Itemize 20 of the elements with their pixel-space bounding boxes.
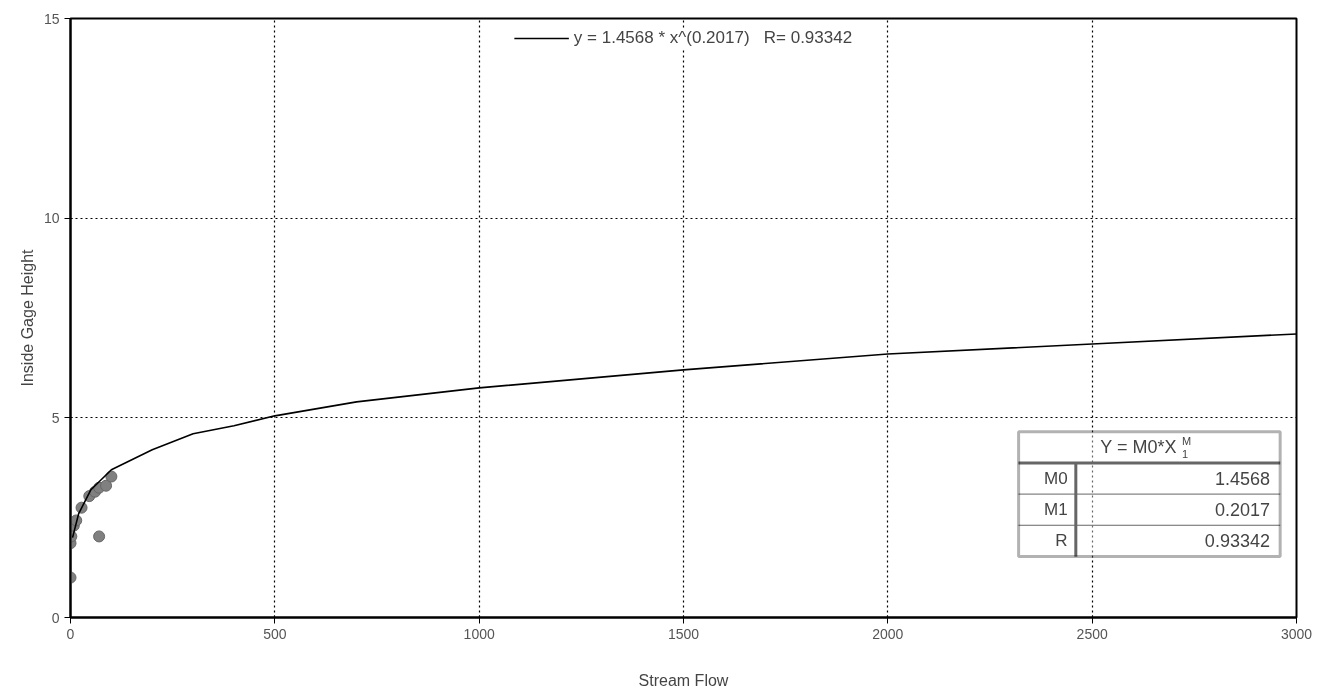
legend-label: y = 1.4568 * x^(0.2017) R= 0.93342 (573, 28, 853, 48)
annotation: M1 (1044, 500, 1068, 520)
x-tick-label: 0 (66, 625, 75, 642)
x-tick-label: 2000 (872, 625, 904, 642)
y-tick-label: 0 (51, 609, 60, 626)
x-tick-label: 3000 (1280, 625, 1313, 642)
annotation: 1.4568 (1214, 469, 1270, 490)
x-tick-label: 500 (263, 625, 287, 642)
annotation: 0.93342 (1204, 531, 1270, 552)
x-tick-label: 1000 (463, 625, 495, 642)
annotation: R (1055, 531, 1068, 551)
y-tick-label: 10 (43, 210, 60, 227)
annotation: M0 (1044, 469, 1068, 489)
x-axis-title: Stream Flow (638, 671, 729, 689)
y-tick-label: 15 (43, 10, 60, 27)
annotation: 0.2017 (1214, 500, 1270, 521)
y-axis-title: Inside Gage Height (18, 248, 36, 387)
x-tick-label: 1500 (667, 625, 700, 642)
x-tick-label: 2500 (1076, 625, 1108, 642)
y-tick-label: 5 (51, 409, 60, 426)
